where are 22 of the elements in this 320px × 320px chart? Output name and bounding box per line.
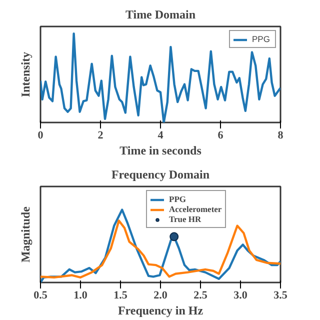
legend-label: PPG xyxy=(169,194,187,204)
y-axis-title: Magnitude xyxy=(18,206,32,262)
x-tick-label: 0 xyxy=(38,130,44,142)
x-tick-label: 6 xyxy=(218,130,224,142)
x-tick-label: 1.0 xyxy=(74,290,88,302)
x-tick-label: 2.5 xyxy=(194,290,208,302)
x-tick-label: 8 xyxy=(278,130,284,142)
x-tick-label: 2.0 xyxy=(154,290,168,302)
x-tick-label: 2 xyxy=(98,130,104,142)
legend-label: True HR xyxy=(169,214,202,224)
x-axis-title: Frequency in Hz xyxy=(118,304,204,318)
x-tick-label: 3.5 xyxy=(274,290,288,302)
chart-title: Time Domain xyxy=(125,8,196,22)
x-tick-label: 1.5 xyxy=(114,290,128,302)
x-tick-label: 4 xyxy=(158,130,164,142)
x-axis-title: Time in seconds xyxy=(120,144,202,158)
chart-title: Frequency Domain xyxy=(111,168,210,182)
y-axis-title: Intensity xyxy=(18,52,32,98)
x-tick-label: 3.0 xyxy=(234,290,248,302)
legend-label: PPG xyxy=(252,34,271,44)
legend-label: Accelerometer xyxy=(169,204,222,214)
x-tick-label: 0.5 xyxy=(34,290,48,302)
